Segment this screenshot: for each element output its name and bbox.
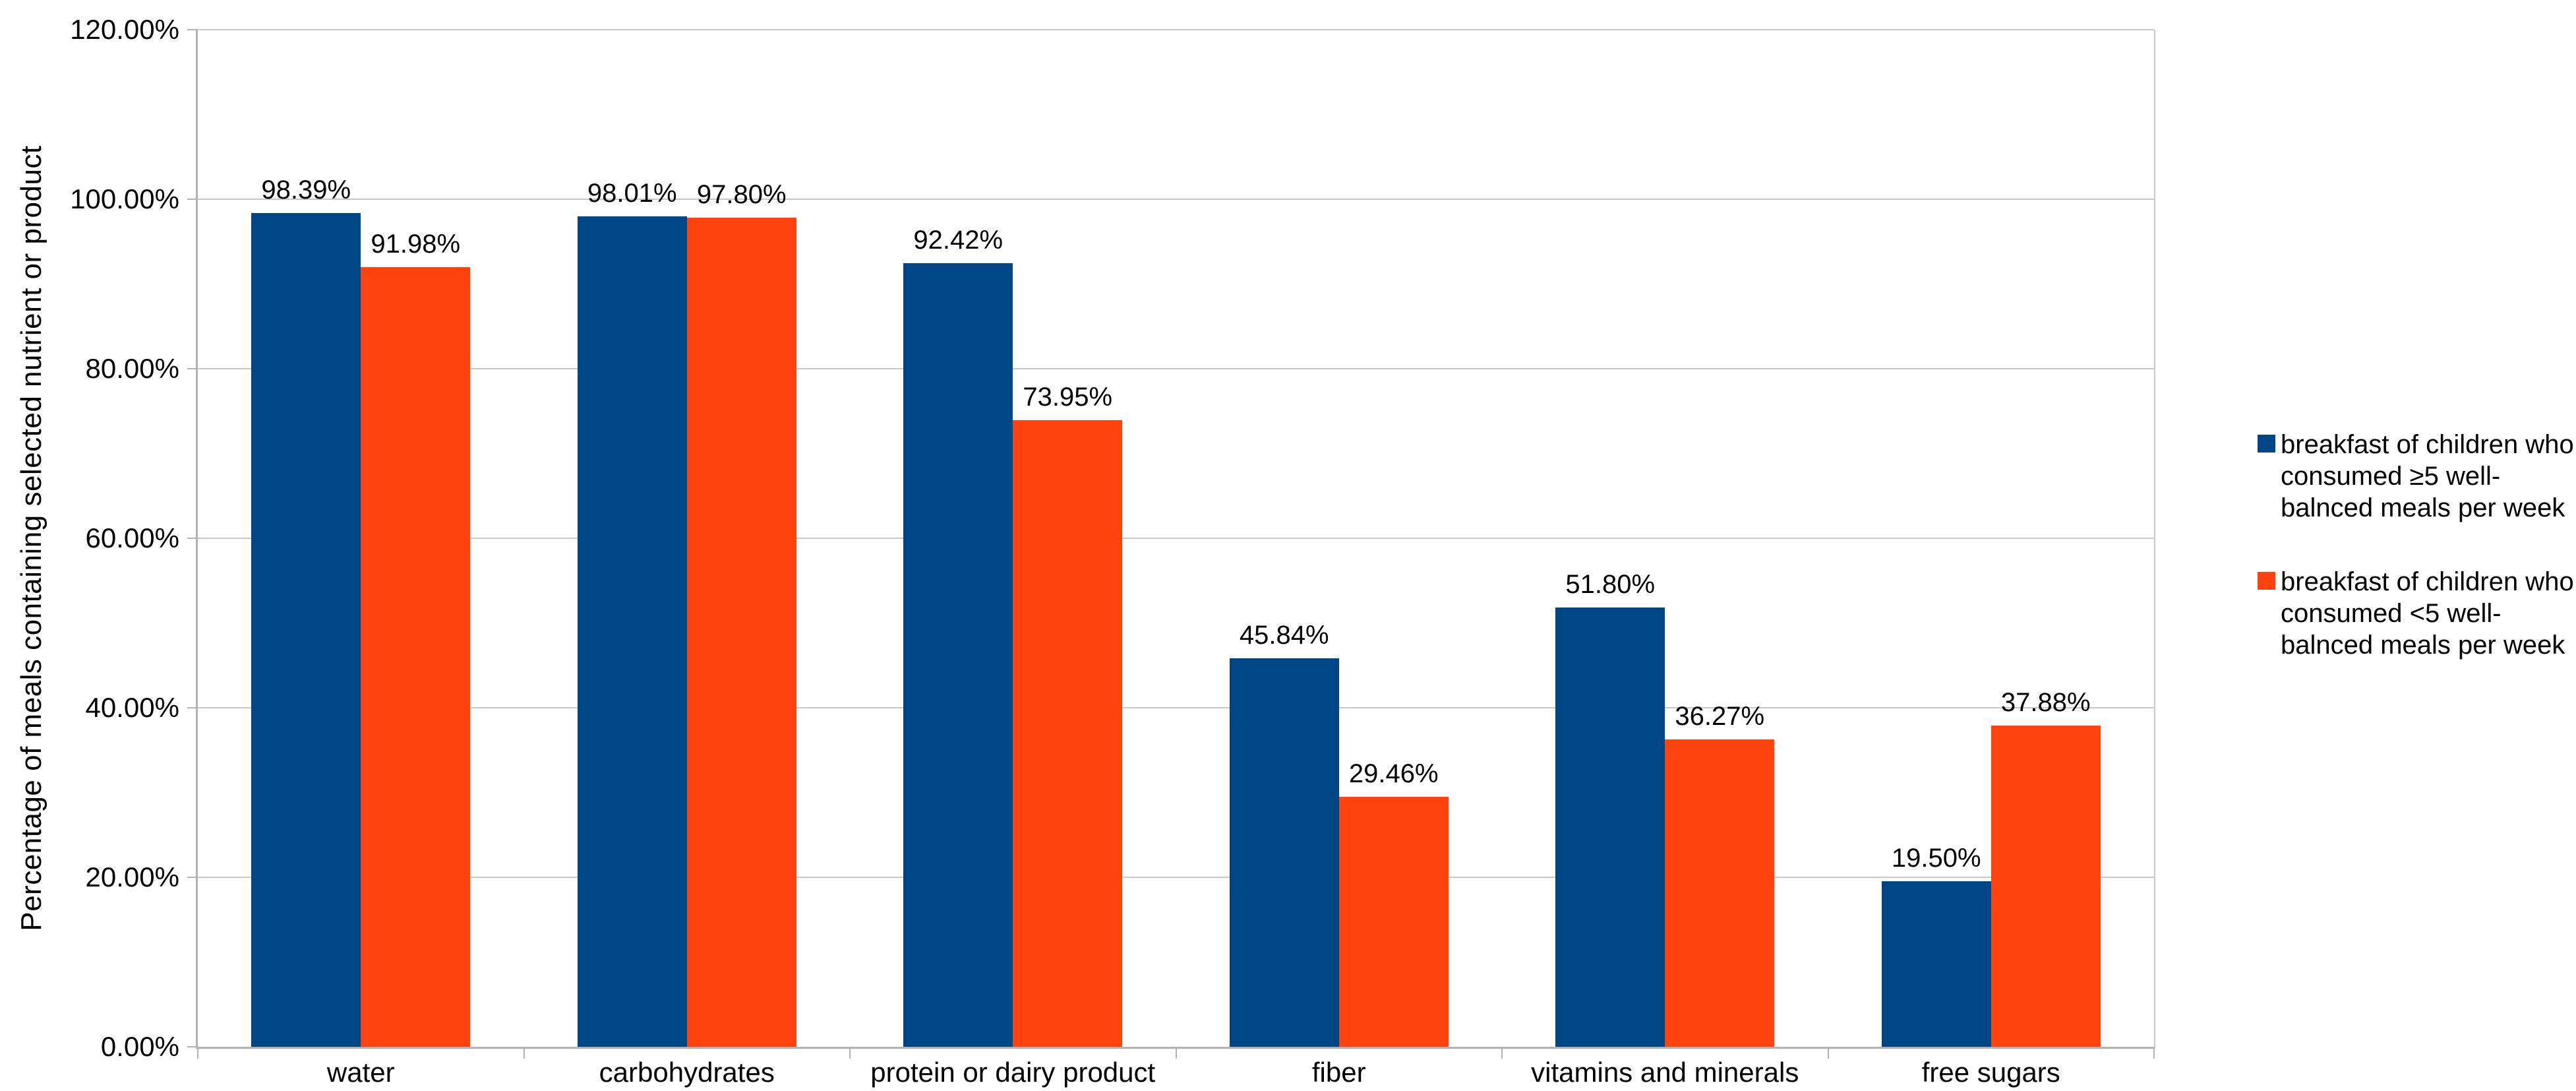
y-tick-label: 120.00% — [70, 14, 179, 45]
bar-data-label: 45.84% — [1239, 620, 1329, 650]
legend-label: breakfast of children who consumed ≥5 we… — [2281, 430, 2574, 522]
x-tick-mark — [197, 1047, 198, 1059]
legend-swatch-icon — [2258, 435, 2275, 452]
bar-data-label: 92.42% — [913, 226, 1003, 255]
bar-data-label: 91.98% — [371, 230, 461, 259]
bar-data-label: 73.95% — [1023, 382, 1113, 412]
x-category-label: protein or dairy product — [870, 1057, 1156, 1088]
y-tick-mark — [187, 29, 198, 30]
x-category-label: carbohydrates — [599, 1057, 775, 1088]
x-tick-mark — [1827, 1047, 1829, 1059]
x-category-label: vitamins and minerals — [1531, 1057, 1799, 1088]
y-gridline — [198, 199, 2154, 200]
legend-label: breakfast of children who consumed <5 we… — [2281, 567, 2574, 660]
x-tick-mark — [523, 1047, 525, 1059]
y-tick-label: 80.00% — [85, 353, 179, 384]
y-tick-mark — [187, 538, 198, 539]
x-tick-mark — [1501, 1047, 1503, 1059]
bar-data-label: 29.46% — [1348, 759, 1439, 789]
x-category-label: fiber — [1311, 1057, 1366, 1088]
y-tick-mark — [187, 707, 198, 708]
y-tick-mark — [187, 368, 198, 369]
legend-swatch-icon — [2258, 572, 2275, 590]
y-gridline — [198, 877, 2154, 878]
bar-series1-1 — [577, 216, 687, 1047]
bar-series2-1 — [686, 218, 796, 1047]
plot-right-border — [2154, 30, 2155, 1049]
bar-data-label: 97.80% — [696, 180, 787, 210]
legend: breakfast of children who consumed ≥5 we… — [2258, 429, 2576, 703]
bar-data-label: 98.39% — [261, 175, 351, 204]
x-category-label: free sugars — [1921, 1057, 2060, 1088]
bar-series2-0 — [361, 267, 471, 1047]
bar-series1-5 — [1881, 881, 1991, 1047]
y-axis-line — [196, 30, 198, 1049]
bar-series2-3 — [1338, 797, 1449, 1047]
y-gridline — [198, 538, 2154, 539]
y-tick-mark — [187, 1046, 198, 1047]
y-gridline — [198, 29, 2154, 30]
bar-data-label: 51.80% — [1565, 570, 1656, 600]
x-tick-mark — [1175, 1047, 1177, 1059]
x-category-label: water — [326, 1057, 395, 1088]
bar-series2-4 — [1665, 739, 1775, 1047]
y-tick-label: 20.00% — [85, 861, 179, 892]
bar-series1-4 — [1555, 608, 1665, 1047]
legend-entry-1: breakfast of children who consumed ≥5 we… — [2258, 429, 2576, 524]
x-tick-mark — [2153, 1047, 2155, 1059]
y-tick-label: 60.00% — [85, 522, 179, 553]
y-tick-label: 40.00% — [85, 692, 179, 723]
x-tick-mark — [849, 1047, 851, 1059]
x-axis-line — [196, 1047, 2154, 1049]
legend-entry-2: breakfast of children who consumed <5 we… — [2258, 566, 2576, 661]
bar-data-label: 98.01% — [587, 178, 677, 208]
bar-data-label: 37.88% — [2000, 688, 2091, 718]
y-tick-label: 100.00% — [70, 183, 179, 214]
y-gridline — [198, 368, 2154, 369]
bar-series2-5 — [1991, 726, 2101, 1047]
bar-data-label: 19.50% — [1891, 844, 1981, 873]
bar-series1-2 — [903, 263, 1013, 1047]
y-tick-mark — [187, 199, 198, 200]
bar-series1-3 — [1229, 658, 1339, 1047]
bar-series2-2 — [1013, 420, 1123, 1047]
y-tick-label: 0.00% — [100, 1031, 179, 1062]
y-gridline — [198, 707, 2154, 708]
y-tick-mark — [187, 877, 198, 878]
bar-data-label: 36.27% — [1675, 701, 1765, 731]
bar-series1-0 — [251, 212, 361, 1047]
